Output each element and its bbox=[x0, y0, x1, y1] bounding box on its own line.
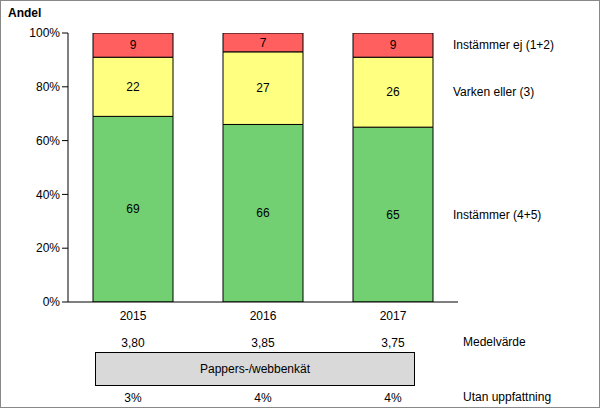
svg-text:100%: 100% bbox=[29, 26, 60, 40]
svg-text:2015: 2015 bbox=[120, 309, 147, 323]
html-text:Pappers-/webbenkät: Pappers-/webbenkät bbox=[200, 362, 310, 376]
html-text:Andel: Andel bbox=[8, 6, 42, 20]
html-text:Medelvärde: Medelvärde bbox=[463, 335, 526, 349]
svg-text:20%: 20% bbox=[36, 241, 60, 255]
svg-text:3,75: 3,75 bbox=[381, 336, 405, 350]
svg-text:80%: 80% bbox=[36, 80, 60, 94]
svg-text:65: 65 bbox=[386, 208, 400, 222]
svg-text:9: 9 bbox=[130, 38, 137, 52]
svg-text:2017: 2017 bbox=[380, 309, 407, 323]
svg-text:Instämmer (4+5): Instämmer (4+5) bbox=[453, 208, 541, 222]
svg-text:22: 22 bbox=[126, 80, 140, 94]
svg-text:4%: 4% bbox=[254, 391, 272, 405]
svg-text:2016: 2016 bbox=[250, 309, 277, 323]
svg-text:3,80: 3,80 bbox=[121, 336, 145, 350]
svg-text:26: 26 bbox=[386, 85, 400, 99]
svg-text:Instämmer ej (1+2): Instämmer ej (1+2) bbox=[453, 38, 554, 52]
svg-text:60%: 60% bbox=[36, 134, 60, 148]
svg-text:9: 9 bbox=[390, 38, 397, 52]
svg-text:4%: 4% bbox=[384, 391, 402, 405]
svg-text:Varken eller (3): Varken eller (3) bbox=[453, 85, 534, 99]
html-text:Utan uppfattning: Utan uppfattning bbox=[463, 390, 552, 404]
svg-text:3%: 3% bbox=[124, 391, 142, 405]
svg-text:27: 27 bbox=[256, 81, 270, 95]
svg-text:7: 7 bbox=[260, 36, 267, 50]
svg-text:40%: 40% bbox=[36, 188, 60, 202]
svg-text:66: 66 bbox=[256, 206, 270, 220]
svg-text:0%: 0% bbox=[43, 295, 61, 309]
svg-text:3,85: 3,85 bbox=[251, 336, 275, 350]
svg-text:69: 69 bbox=[126, 202, 140, 216]
